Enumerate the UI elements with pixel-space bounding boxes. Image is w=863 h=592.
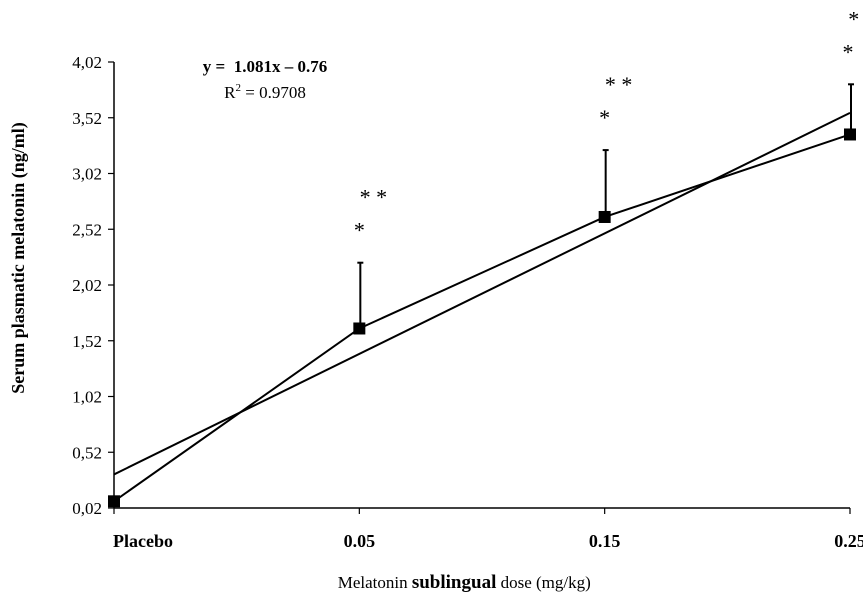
data-point (598, 210, 611, 223)
y-tick-label: 2,52 (72, 220, 102, 239)
y-tick-label: 2,02 (72, 276, 102, 295)
data-point (353, 322, 366, 335)
significance-marker-bottom: * (599, 105, 610, 130)
significance-marker-top: * * (605, 72, 633, 97)
significance-marker-top: * * (848, 6, 863, 31)
annotations: y = 1.081x – 0.76 R2 = 0.9708 * * * * * * * *… (203, 6, 863, 242)
significance-marker-bottom: * (843, 39, 854, 64)
trendline-equation: y = 1.081x – 0.76 (203, 57, 327, 76)
y-tick-label: 1,52 (72, 332, 102, 351)
x-axis-title-prefix: Melatonin (338, 573, 412, 592)
y-tick-label: 1,02 (72, 388, 102, 407)
r2-superscript: 2 (236, 82, 242, 94)
x-axis-title: Melatonin sublingual dose (mg/kg) (316, 572, 603, 592)
y-tick-label: 0,02 (72, 499, 102, 518)
plot-area (108, 83, 856, 508)
data-point (108, 495, 120, 508)
x-ticks: Placebo 0.05 0.15 0.25 (113, 508, 863, 551)
x-tick-label: 0.25 (834, 531, 863, 551)
x-tick-label: Placebo (113, 531, 173, 551)
r2-label: R (224, 83, 236, 102)
y-tick-label: 3,52 (72, 109, 102, 128)
data-point (844, 128, 856, 141)
trendline (113, 111, 851, 476)
x-axis-title-suffix: dose (mg/kg) (496, 573, 590, 592)
significance-marker-bottom: * (354, 218, 365, 243)
y-tick-label: 3,02 (72, 165, 102, 184)
r2-value: = 0.9708 (241, 83, 306, 102)
x-tick-label: 0.15 (589, 531, 621, 551)
y-tick-label: 0,52 (72, 443, 102, 462)
significance-marker-top: * * (360, 185, 388, 210)
series-line (113, 133, 851, 503)
trendline-r2: R2 = 0.9708 (224, 82, 306, 102)
x-tick-label: 0.05 (344, 531, 376, 551)
y-axis-title: Serum plasmatic melatonin (ng/ml) (8, 122, 29, 394)
x-axis-title-emphasis: sublingual (412, 572, 497, 592)
y-tick-label: 4,02 (72, 53, 102, 72)
y-ticks: 0,02 0,52 1,02 1,52 2,02 2,52 3,02 3,52 4,02 (72, 53, 114, 518)
axes (113, 62, 850, 509)
